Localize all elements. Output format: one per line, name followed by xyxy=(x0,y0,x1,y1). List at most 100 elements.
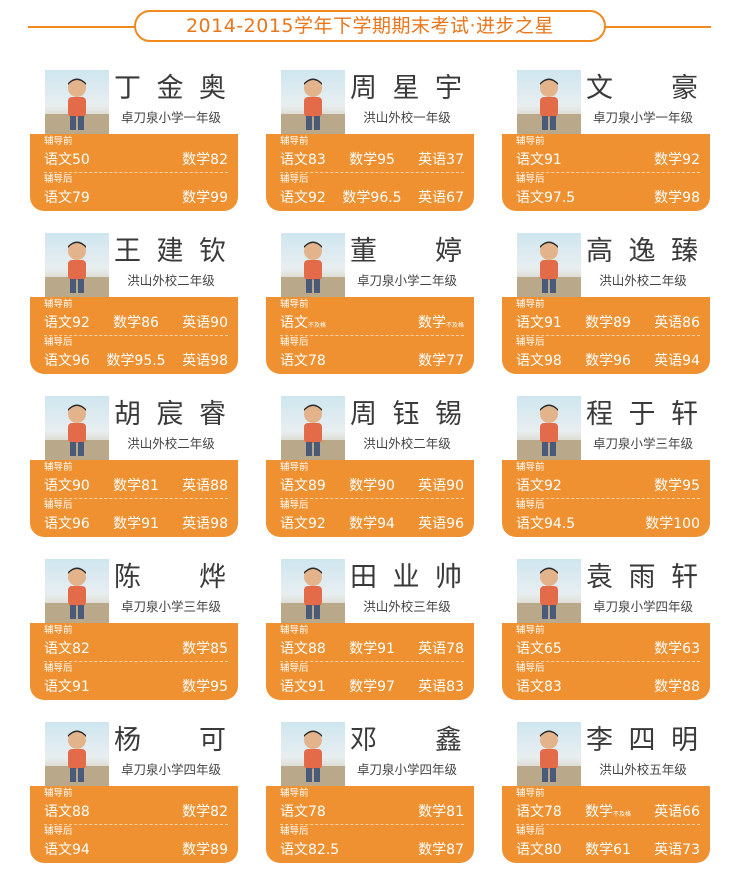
score-panel: 辅导前 语文82 数学85 辅导后 语文91 数学95 xyxy=(30,623,238,700)
score-value: 数学不及格 xyxy=(584,804,631,820)
student-photo xyxy=(281,559,345,623)
label-after: 辅导后 xyxy=(280,826,309,837)
scores-before: 辅导前语文50 数学82 xyxy=(44,136,228,173)
scores-after: 辅导后 语文83 数学88 xyxy=(516,663,700,699)
score-value: 语文94.5 xyxy=(516,516,576,532)
score-value: 语文98 xyxy=(516,353,562,369)
student-name-char: 宸 xyxy=(156,399,184,430)
label-after: 辅导后 xyxy=(44,663,73,674)
student-name-char: 高 xyxy=(586,236,613,267)
score-row: 语文78 数学77 xyxy=(280,351,464,371)
score-panel: 辅导前 语文89 数学90 英语90 辅导后 语文92 数学94 英语96 xyxy=(266,460,474,537)
student-card: 程于轩卓刀泉小学三年级 辅导前 语文92 数学95 辅导后 语文94.5 数学100 xyxy=(502,396,712,541)
score-value: 数学96 xyxy=(585,353,631,369)
student-card: 文豪卓刀泉小学一年级 辅导前 语文91 数学92 辅导后 语文97.5 数学98 xyxy=(502,70,712,215)
score-value: 数学95 xyxy=(349,152,395,168)
student-name-char: 轩 xyxy=(671,562,698,593)
student-school: 卓刀泉小学四年级 xyxy=(592,599,693,614)
student-name-char: 周 xyxy=(350,73,377,104)
score-row: 语文91 数学95 xyxy=(44,677,228,697)
score-value: 语文78 xyxy=(280,353,326,369)
score-value: 英语37 xyxy=(418,152,464,168)
student-name: 董婷 xyxy=(350,235,462,269)
label-before: 辅导前 xyxy=(516,625,545,636)
student-name-char: 钰 xyxy=(392,399,420,430)
student-photo xyxy=(517,233,581,297)
score-value: 语文97.5 xyxy=(516,190,576,206)
score-panel: 辅导前 语文92 数学86 英语90 辅导后 语文96 数学95.5 英语98 xyxy=(30,297,238,374)
scores-before: 辅导前语文89 数学90 英语90 xyxy=(280,462,464,499)
score-row: 语文50 数学82 xyxy=(44,150,228,170)
score-row: 语文65 数学63 xyxy=(516,639,700,659)
score-value: 语文不及格 xyxy=(280,315,327,331)
score-value: 数学85 xyxy=(182,641,228,657)
score-row: 语文94 数学89 xyxy=(44,840,228,860)
student-name-char: 杨 xyxy=(114,725,141,756)
student-name-char: 雨 xyxy=(628,562,656,593)
score-panel: 辅导前 语文78 数学81 辅导后 语文82.5 数学87 xyxy=(266,786,474,863)
student-photo xyxy=(517,70,581,134)
score-row: 语文88 数学91 英语78 xyxy=(280,639,464,659)
scores-before: 辅导前 语文92 数学95 xyxy=(516,462,700,499)
score-value: 数学81 xyxy=(113,478,159,494)
score-value: 数学63 xyxy=(654,641,700,657)
score-value: 数学82 xyxy=(182,804,228,820)
score-value: 语文92 xyxy=(44,315,90,331)
score-row: 语文90 数学81 英语88 xyxy=(44,476,228,496)
scores-after: 辅导后 语文79 数学99 xyxy=(44,174,228,210)
student-name-char: 建 xyxy=(156,236,184,267)
score-row: 语文92 数学95 xyxy=(516,476,700,496)
score-value: 语文90 xyxy=(44,478,90,494)
student-photo xyxy=(281,70,345,134)
label-after: 辅导后 xyxy=(280,500,309,511)
label-after: 辅导后 xyxy=(516,337,545,348)
score-row: 语文91 数学92 xyxy=(516,150,700,170)
score-panel: 辅导前 语文88 数学91 英语78 辅导后 语文91 数学97 英语83 xyxy=(266,623,474,700)
student-name: 胡宸睿 xyxy=(114,398,226,432)
score-row: 语文92 数学86 英语90 xyxy=(44,313,228,333)
score-row: 语文89 数学90 英语90 xyxy=(280,476,464,496)
label-after: 辅导后 xyxy=(44,337,73,348)
score-value: 语文92 xyxy=(516,478,562,494)
student-name-char: 胡 xyxy=(114,399,141,430)
student-name: 文豪 xyxy=(586,72,698,106)
score-value: 语文83 xyxy=(516,679,562,695)
label-after: 辅导后 xyxy=(516,500,545,511)
scores-after: 辅导后 语文98 数学96 英语94 xyxy=(516,337,700,373)
label-before: 辅导前 xyxy=(44,136,73,147)
score-value: 英语90 xyxy=(182,315,228,331)
score-row: 语文78 数学不及格 英语66 xyxy=(516,802,700,822)
score-value: 语文92 xyxy=(280,516,326,532)
student-school: 卓刀泉小学三年级 xyxy=(120,599,221,614)
student-photo xyxy=(281,396,345,460)
score-panel: 辅导前 语文91 数学92 辅导后 语文97.5 数学98 xyxy=(502,134,710,211)
label-before: 辅导前 xyxy=(280,462,309,473)
student-card: 董婷卓刀泉小学二年级 辅导前 语文不及格 数学不及格 辅导后 语文78 数学77 xyxy=(266,233,476,378)
score-value: 英语83 xyxy=(418,679,464,695)
scores-before: 辅导前 语文90 数学81 英语88 xyxy=(44,462,228,499)
label-before: 辅导前 xyxy=(516,299,545,310)
student-name: 周钰锡 xyxy=(350,398,462,432)
scores-after: 辅导后 语文96 数学95.5 英语98 xyxy=(44,337,228,373)
score-value: 数学77 xyxy=(418,353,464,369)
score-value: 英语66 xyxy=(654,804,700,820)
scores-after: 辅导后语文91 数学97 英语83 xyxy=(280,663,464,699)
student-name-char: 四 xyxy=(628,725,656,756)
student-card: 胡宸睿洪山外校二年级 辅导前 语文90 数学81 英语88 辅导后 语文96 数学91 英语98 xyxy=(30,396,240,541)
label-after: 辅导后 xyxy=(44,174,73,185)
score-value: 数学98 xyxy=(654,190,700,206)
student-school: 洪山外校二年级 xyxy=(127,436,215,451)
scores-before: 辅导前 语文91 数学92 xyxy=(516,136,700,173)
score-row: 语文78 数学81 xyxy=(280,802,464,822)
score-value: 语文82 xyxy=(44,641,90,657)
score-value: 数学89 xyxy=(182,842,228,858)
scores-after: 辅导后 语文92 数学96.5 英语67 xyxy=(280,174,464,210)
student-name-char: 星 xyxy=(392,73,420,104)
student-name: 丁金奥 xyxy=(114,72,226,106)
student-card: 陈烨卓刀泉小学三年级 辅导前 语文82 数学85 辅导后 语文91 数学95 xyxy=(30,559,240,704)
score-row: 语文91 数学97 英语83 xyxy=(280,677,464,697)
score-row: 语文98 数学96 英语94 xyxy=(516,351,700,371)
score-value: 语文91 xyxy=(516,152,562,168)
label-after: 辅导后 xyxy=(280,663,309,674)
score-panel: 辅导前 语文90 数学81 英语88 辅导后 语文96 数学91 英语98 xyxy=(30,460,238,537)
